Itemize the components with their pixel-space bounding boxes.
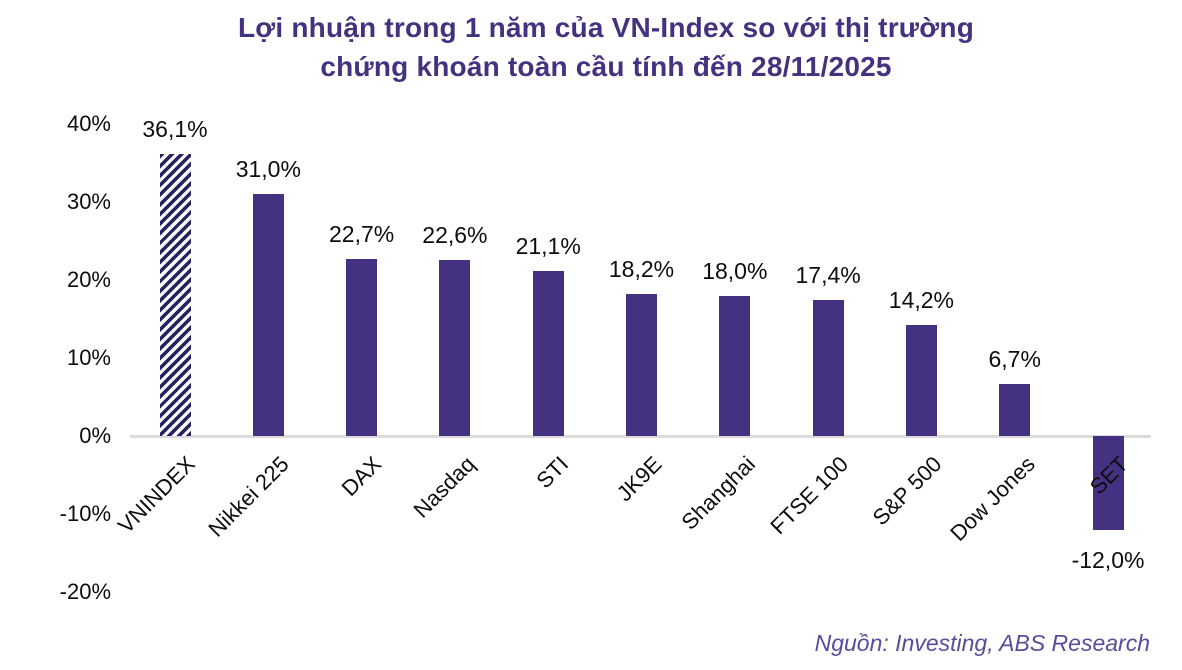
source-note: Nguồn: Investing, ABS Research [814,630,1150,656]
bar-vnindex [159,154,191,436]
y-axis-tick-30: 30% [66,189,111,214]
bar-set [1092,436,1124,530]
category-label-dow-jones: Dow Jones [945,451,1040,546]
y-axis-tick-neg20: -20% [59,579,111,604]
y-axis-tick-0: 0% [79,423,111,448]
bar-dow-jones [999,383,1031,436]
category-label-vnindex: VNINDEX [113,451,200,539]
value-label-jk9e: 18,2% [608,256,675,283]
chart-title-line2: chứng khoán toàn cầu tính đến 28/11/2025 [320,51,892,82]
category-label-sti: STI [531,451,574,494]
bar-ftse-100 [812,300,844,436]
category-label-ftse-100: FTSE 100 [765,451,854,540]
value-label-s-p-500: 14,2% [888,287,954,314]
y-axis-tick-10: 10% [66,345,111,370]
value-label-set: -12,0% [1071,546,1145,573]
category-label-nasdaq: Nasdaq [408,451,480,523]
bar-s-p-500 [905,325,937,436]
category-label-shanghai: Shanghai [676,451,760,535]
chart-title-line1: Lợi nhuận trong 1 năm của VN-Index so vớ… [238,12,974,43]
chart-title: Lợi nhuận trong 1 năm của VN-Index so vớ… [0,8,1182,86]
y-axis-tick-40: 40% [66,111,111,136]
bar-nikkei-225 [252,194,284,436]
bar-sti [532,271,564,436]
x-axis-line [130,435,1151,438]
bar-shanghai [719,295,751,436]
value-label-dax: 22,7% [328,220,395,247]
value-label-sti: 21,1% [515,233,581,260]
bar-jk9e [626,294,657,436]
value-label-vnindex: 36,1% [142,116,208,143]
value-label-ftse-100: 17,4% [795,262,861,289]
y-axis-tick-20: 20% [66,267,111,292]
value-label-shanghai: 18,0% [702,257,768,284]
bar-nasdaq [439,259,471,436]
value-label-nikkei-225: 31,0% [235,156,301,183]
category-label-dax: DAX [336,451,387,501]
value-label-nasdaq: 22,6% [422,221,488,248]
category-label-s-p-500: S&P 500 [867,451,947,531]
category-label-jk9e: JK9E [611,451,667,507]
y-axis-tick-neg10: -10% [59,501,111,526]
value-label-dow-jones: 6,7% [988,345,1041,372]
bar-dax [346,258,378,436]
category-label-nikkei-225: Nikkei 225 [202,451,294,542]
